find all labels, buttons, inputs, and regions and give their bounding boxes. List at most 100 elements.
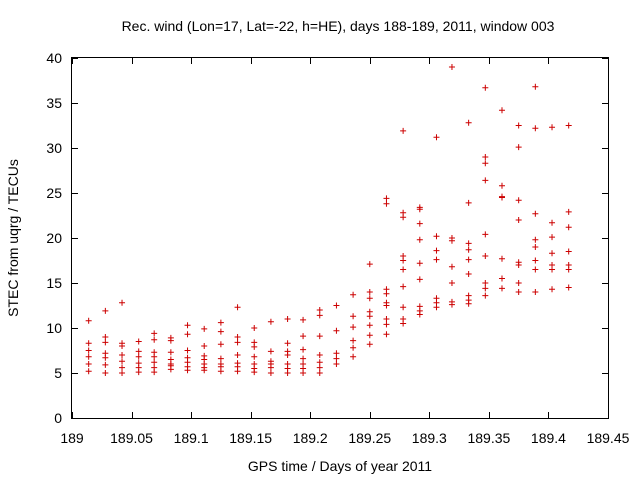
data-point (119, 352, 126, 358)
data-point (366, 341, 373, 348)
data-point (515, 289, 522, 295)
data-point (366, 322, 373, 329)
data-point (217, 341, 224, 348)
data-point (119, 370, 126, 376)
data-point (549, 266, 556, 273)
data-point (465, 199, 472, 206)
data-point (532, 236, 539, 243)
data-point (549, 234, 556, 241)
y-tick-label: 0 (54, 410, 62, 426)
axis-ticks (72, 58, 609, 419)
data-point (333, 327, 340, 334)
data-point (400, 320, 407, 327)
data-point (383, 195, 390, 202)
data-point (433, 304, 440, 311)
data-point (119, 358, 126, 365)
data-point (498, 255, 505, 262)
data-point (102, 354, 109, 361)
data-point (284, 370, 291, 376)
data-point (151, 359, 158, 366)
data-point (549, 286, 556, 293)
data-point (416, 260, 423, 267)
data-point (350, 291, 357, 298)
data-point (482, 154, 489, 160)
data-point (482, 160, 489, 167)
x-tick-label: 189.3 (412, 430, 447, 446)
data-point (300, 333, 307, 340)
data-point (515, 144, 522, 151)
x-tick-labels: 189 189.05 189.1 189.15 189.2 189.25 189.3 189.… (60, 430, 629, 446)
data-point (565, 266, 572, 273)
data-point (251, 369, 258, 376)
data-point (400, 257, 407, 264)
data-point (350, 337, 357, 344)
data-point (366, 295, 373, 302)
data-point (234, 368, 241, 375)
data-point (217, 328, 224, 335)
data-point (217, 319, 224, 326)
data-point (465, 300, 472, 307)
data-point (549, 250, 556, 257)
data-point (102, 361, 109, 368)
x-axis-label: GPS time / Days of year 2011 (248, 458, 432, 474)
data-point (201, 343, 208, 349)
y-tick-label: 40 (46, 50, 62, 66)
data-point (234, 352, 241, 358)
data-point (383, 321, 390, 328)
data-point (433, 247, 440, 254)
data-point (316, 333, 323, 340)
data-point (284, 316, 291, 322)
data-point (300, 346, 307, 353)
data-point (350, 324, 357, 331)
data-point (251, 325, 258, 331)
data-point (400, 266, 407, 273)
data-point (316, 307, 323, 313)
data-point (316, 364, 323, 371)
x-tick-label: 189.15 (229, 430, 272, 446)
data-point (135, 348, 142, 355)
data-point (383, 302, 390, 309)
data-point (201, 325, 208, 332)
data-point (333, 361, 340, 367)
data-point (416, 220, 423, 227)
data-point (549, 219, 556, 226)
data-point (85, 347, 92, 354)
chart-title: Rec. wind (Lon=17, Lat=-22, h=HE), days … (122, 18, 555, 34)
data-point (350, 313, 357, 320)
data-point (433, 233, 440, 240)
data-point (465, 271, 472, 277)
data-point (465, 119, 472, 126)
data-point (498, 194, 505, 201)
data-point (251, 353, 258, 360)
data-point (383, 200, 390, 207)
data-point (217, 355, 224, 362)
data-point (565, 248, 572, 255)
data-point (448, 280, 455, 286)
data-point (448, 237, 455, 244)
data-point (400, 283, 407, 290)
x-tick-label: 189.35 (467, 430, 510, 446)
data-point (482, 280, 489, 286)
data-point (102, 339, 109, 346)
data-point (85, 340, 92, 347)
data-point (532, 83, 539, 90)
data-point (251, 343, 258, 350)
data-point (482, 292, 489, 299)
data-point (135, 338, 142, 345)
data-point (316, 352, 323, 358)
data-point (151, 369, 158, 376)
data-point (201, 367, 208, 374)
y-tick-label: 10 (46, 320, 62, 336)
x-tick-label: 189.2 (293, 430, 328, 446)
data-point (119, 364, 126, 371)
data-point (515, 122, 522, 129)
data-point (565, 224, 572, 231)
data-point (366, 261, 373, 268)
data-point (416, 311, 423, 318)
data-point (498, 285, 505, 292)
data-point (465, 246, 472, 253)
x-tick-label: 189.1 (174, 430, 209, 446)
data-point (565, 208, 572, 215)
y-axis-label: STEC from uqrg / TECUs (5, 159, 21, 317)
data-point (85, 353, 92, 360)
